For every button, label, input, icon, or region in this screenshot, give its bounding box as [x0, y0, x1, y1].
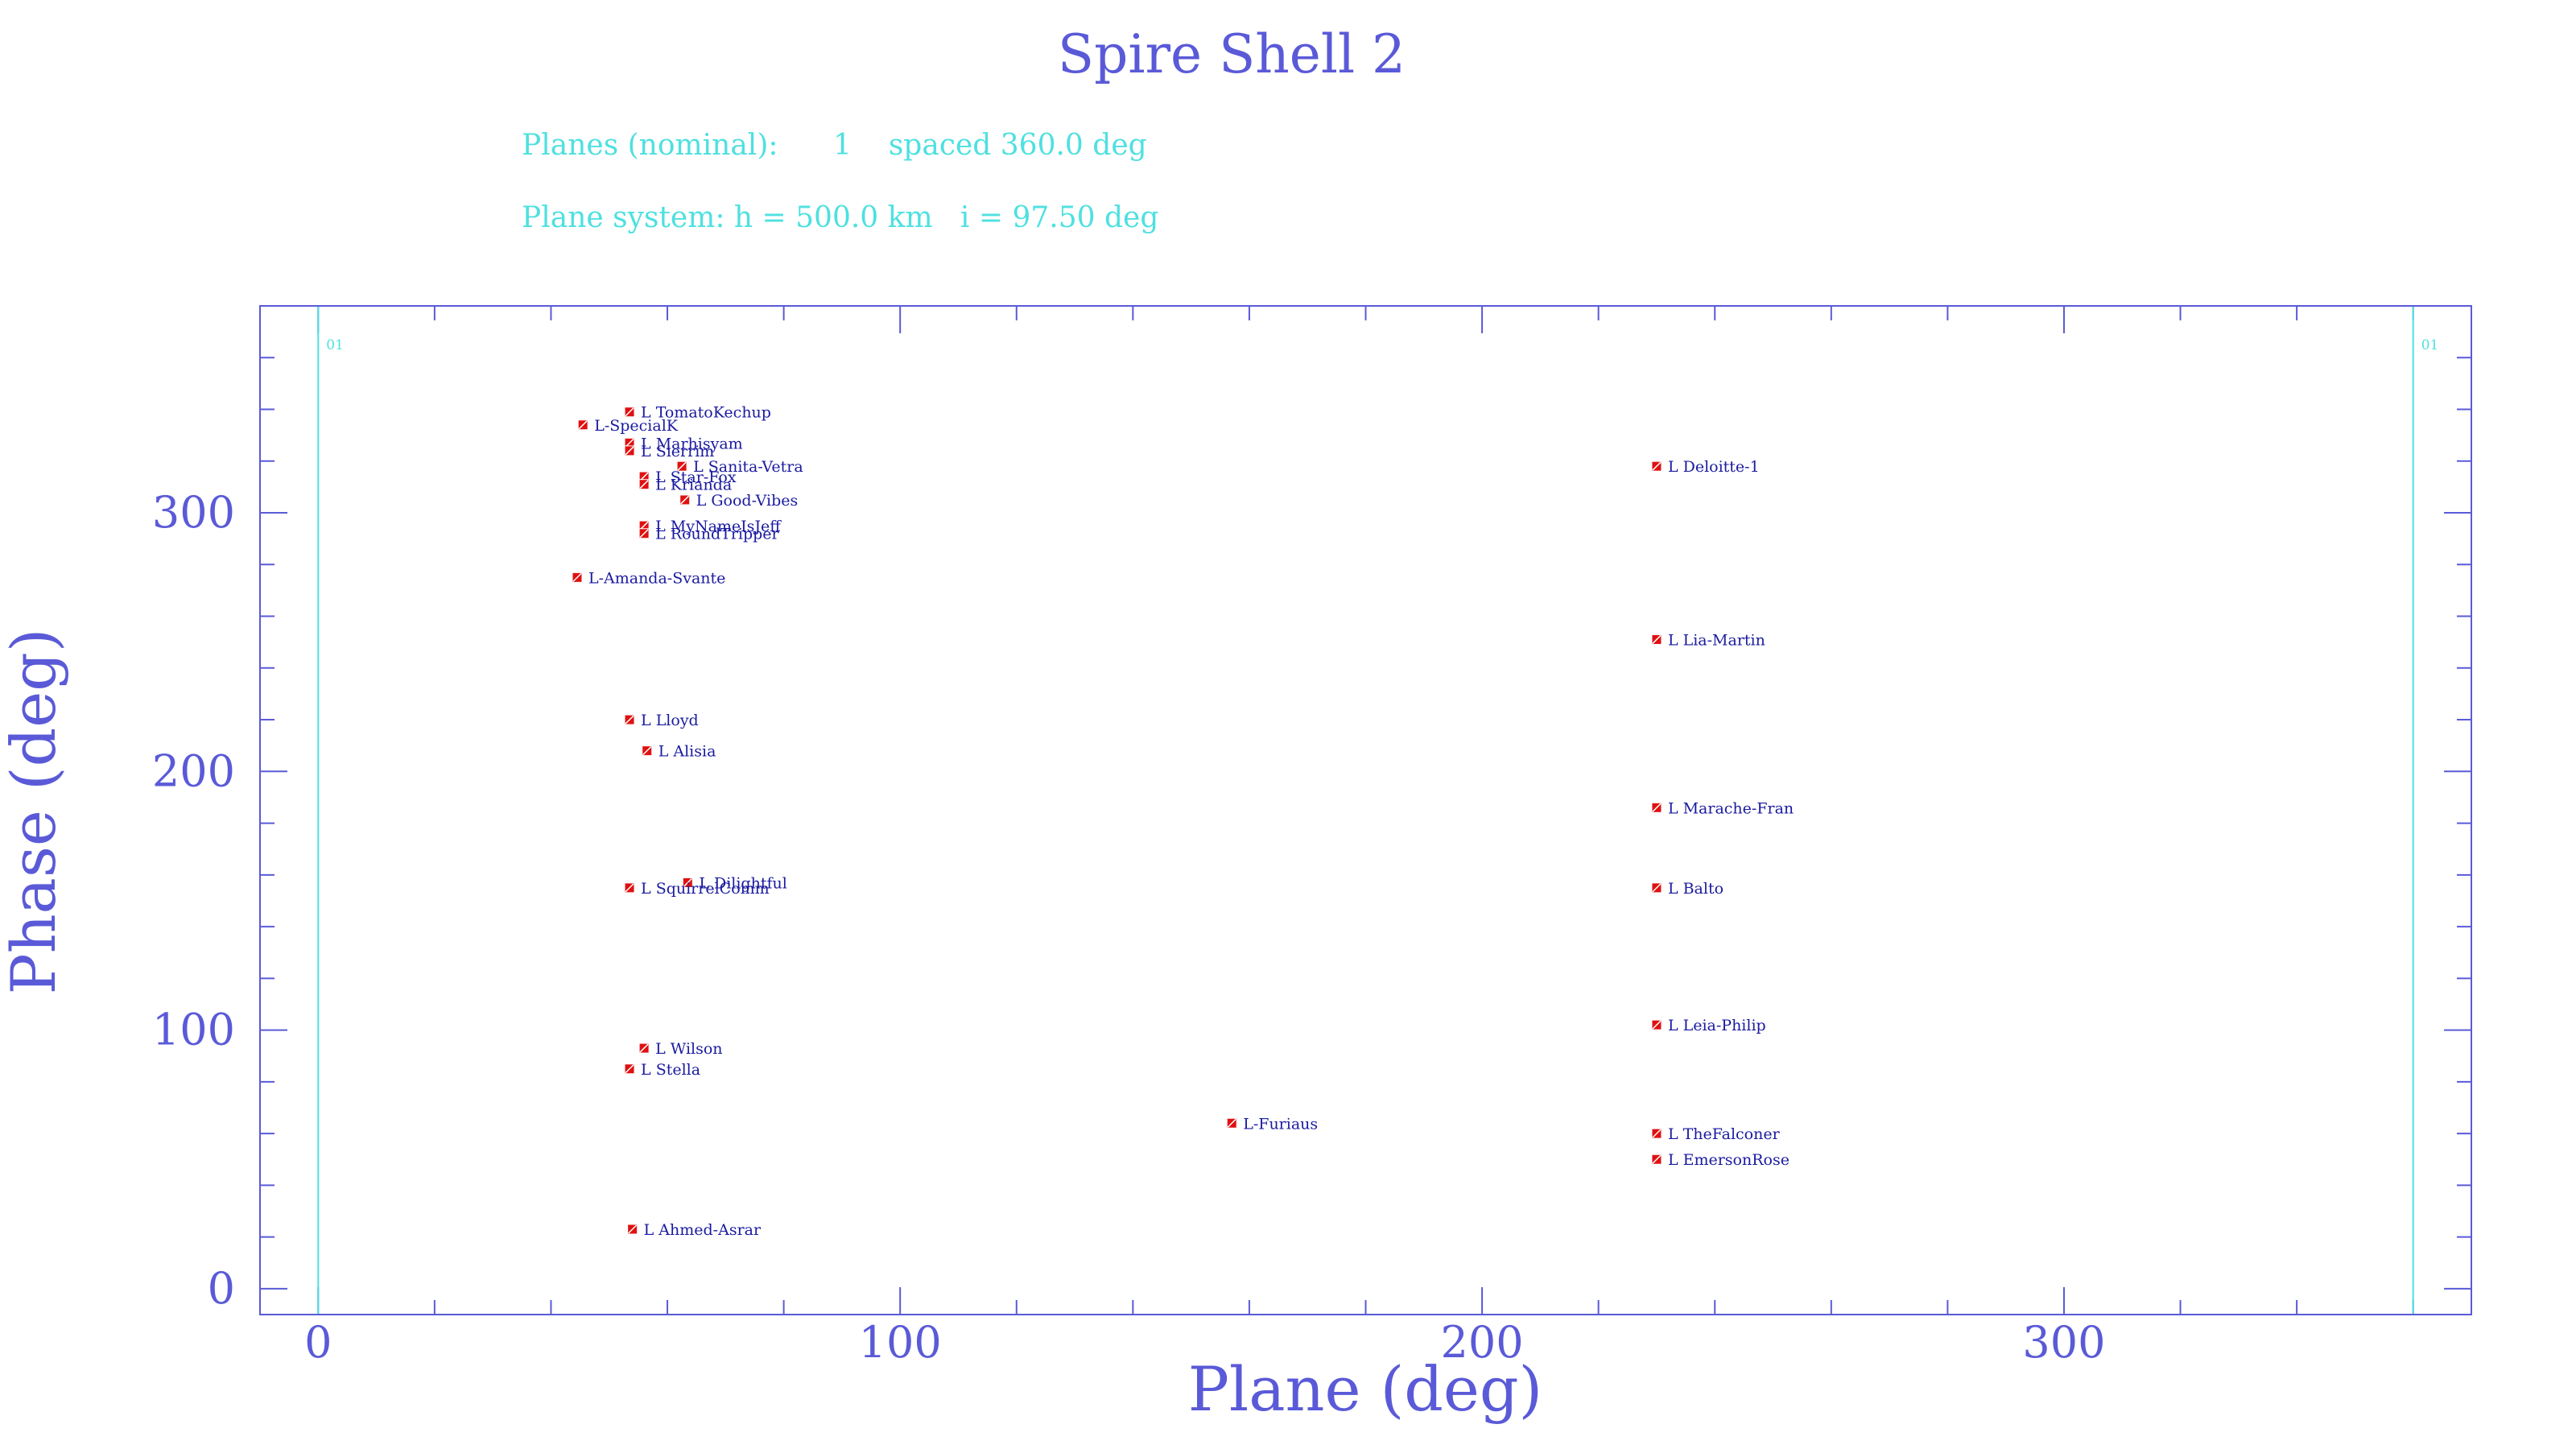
plane-system-info: Plane system: h = 500.0 km i = 97.50 deg — [522, 201, 1158, 234]
tick-labels: 0 100 200 300 0 100 200 300 — [152, 487, 2106, 1368]
y-tick-label: 0 — [208, 1263, 235, 1314]
data-point-label: L Wilson — [655, 1040, 722, 1058]
data-point-marker-slash — [1652, 803, 1662, 812]
data-point-marker-slash — [1652, 883, 1662, 893]
data-point-label: L-Amanda-Svante — [588, 569, 725, 587]
data-point-label: L Krianda — [655, 477, 732, 494]
data-point-label: L-SpecialK — [594, 417, 679, 435]
data-point-label: L Ahmed-Asrar — [644, 1221, 762, 1239]
data-point-marker-slash — [628, 1224, 638, 1234]
planes-info: Planes (nominal): 1 spaced 360.0 deg — [522, 129, 1147, 162]
data-point-marker-slash — [677, 461, 687, 471]
data-point-label: L Lloyd — [641, 712, 699, 729]
data-point-label: L Stella — [641, 1061, 700, 1079]
data-point-marker-slash — [639, 529, 649, 539]
data-point-label: L Sanita-Vetra — [693, 458, 803, 476]
data-point-marker-slash — [680, 495, 690, 505]
data-point-marker-slash — [639, 1043, 649, 1053]
y-tick-label: 100 — [152, 1005, 235, 1055]
data-point-label: L Dilightful — [699, 874, 787, 892]
data-point-marker-slash — [625, 883, 634, 893]
data-point-marker-slash — [642, 746, 652, 756]
data-point-marker-slash — [625, 1064, 634, 1074]
x-tick-label: 300 — [2022, 1317, 2105, 1368]
data-point-label: L EmersonRose — [1668, 1151, 1790, 1169]
data-point-marker-slash — [578, 420, 588, 430]
data-point-marker-slash — [1652, 1129, 1662, 1138]
data-point-marker-slash — [572, 572, 582, 582]
plot-frame — [259, 305, 2472, 1315]
x-tick-label: 0 — [304, 1317, 332, 1368]
data-point-label: L TheFalconer — [1668, 1125, 1781, 1143]
data-point-marker-slash — [1652, 634, 1662, 644]
data-point-label: L Deloitte-1 — [1668, 458, 1760, 476]
chart-title: Spire Shell 2 — [1058, 23, 1406, 85]
data-point-marker-slash — [625, 407, 634, 417]
data-point-marker-slash — [639, 480, 649, 489]
x-tick-label: 100 — [859, 1317, 942, 1368]
plane-lines: 01 01 — [317, 306, 2439, 1315]
data-point-marker-slash — [683, 877, 692, 887]
x-tick-label: 200 — [1441, 1317, 1524, 1368]
y-tick-label: 200 — [152, 745, 235, 796]
data-point-marker-slash — [1652, 1154, 1662, 1164]
data-point-marker-slash — [1652, 1020, 1662, 1030]
data-point-label: L MyNameIsJeff — [655, 518, 782, 535]
data-point-label: L Lia-Martin — [1668, 631, 1765, 649]
data-point-label: L Leia-Philip — [1668, 1017, 1766, 1034]
data-point-label: L TomatoKechup — [641, 404, 771, 422]
plane-line-label: 01 — [326, 337, 344, 353]
data-point-label: L Marache-Fran — [1668, 799, 1794, 817]
data-point-label: L Good-Vibes — [696, 492, 799, 510]
y-tick-label: 300 — [152, 487, 235, 538]
data-point-label: L Alisia — [658, 743, 716, 761]
data-point-marker-slash — [1227, 1118, 1236, 1128]
data-point-label: L Balto — [1668, 880, 1724, 898]
axis-ticks — [260, 306, 2471, 1315]
data-point-marker-slash — [1652, 461, 1662, 471]
data-point-label: L SquirrelComm — [641, 880, 770, 898]
data-point-label: L-Furiaus — [1243, 1115, 1318, 1133]
data-point-label: L RoundTripper — [655, 526, 779, 543]
data-point-label: L Sierrim — [641, 443, 714, 460]
data-point-marker-slash — [625, 446, 634, 456]
x-axis-label: Plane (deg) — [1188, 1353, 1542, 1425]
data-point-label: L Star-Fox — [655, 469, 737, 486]
plane-line-label: 01 — [2421, 337, 2439, 353]
y-axis-label: Phase (deg) — [0, 628, 69, 994]
data-point-marker-slash — [625, 715, 634, 724]
data-point-label: L Marhisyam — [641, 435, 743, 452]
